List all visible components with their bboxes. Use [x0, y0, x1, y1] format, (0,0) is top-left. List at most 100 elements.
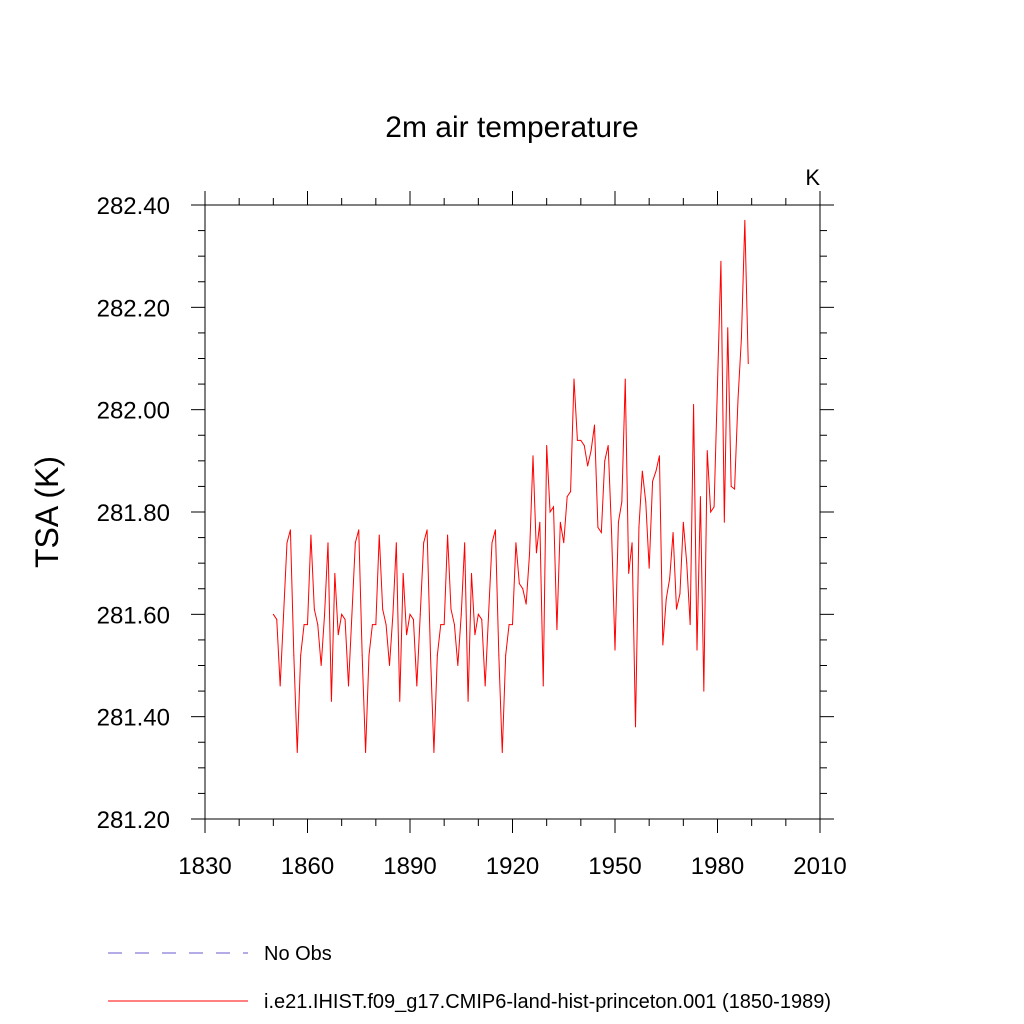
data-point — [549, 511, 551, 513]
data-point — [566, 496, 568, 498]
data-point — [693, 404, 695, 406]
data-point — [737, 398, 739, 400]
data-point — [334, 572, 336, 574]
series-line — [272, 220, 749, 753]
data-point — [385, 624, 387, 626]
plot-frame — [204, 204, 821, 820]
data-point — [542, 685, 544, 687]
data-point — [652, 480, 654, 482]
x-tick-label: 1890 — [383, 853, 436, 880]
data-point — [723, 521, 725, 523]
data-point — [573, 378, 575, 380]
data-point — [324, 613, 326, 615]
y-tick-label: 282.20 — [97, 295, 170, 322]
data-point — [440, 624, 442, 626]
y-tick-label: 282.00 — [97, 398, 170, 425]
data-point — [672, 531, 674, 533]
data-point — [457, 665, 459, 666]
data-point — [539, 521, 541, 523]
y-tick-label: 282.40 — [97, 193, 170, 220]
data-point — [563, 542, 565, 544]
data-point — [522, 588, 524, 590]
data-point — [341, 613, 343, 615]
data-point — [689, 624, 691, 626]
data-point — [460, 613, 462, 615]
data-point — [423, 542, 425, 544]
data-point — [351, 613, 353, 615]
data-point — [477, 613, 479, 615]
data-point — [293, 654, 295, 656]
y-tick-label: 281.80 — [97, 500, 170, 527]
data-point — [611, 531, 613, 533]
data-point — [272, 613, 274, 615]
data-point — [471, 572, 472, 574]
data-point — [740, 337, 742, 339]
data-point — [703, 690, 705, 692]
data-point — [392, 613, 394, 615]
axis-ticks — [191, 191, 834, 833]
data-point — [307, 624, 308, 626]
data-point — [730, 485, 732, 487]
data-point — [717, 383, 718, 385]
data-point — [556, 629, 558, 631]
data-point — [337, 634, 339, 636]
data-point — [419, 613, 421, 615]
data-point — [382, 608, 384, 610]
data-point — [559, 521, 561, 523]
data-point — [676, 608, 677, 610]
data-point — [279, 685, 281, 687]
data-point — [344, 618, 346, 620]
data-point — [289, 529, 291, 531]
data-point — [430, 654, 431, 656]
data-point — [447, 534, 449, 536]
data-point — [296, 751, 298, 753]
data-point — [597, 526, 599, 528]
data-point — [310, 534, 312, 536]
data-point — [327, 542, 329, 544]
data-point — [594, 424, 595, 426]
data-point — [409, 613, 411, 615]
data-point — [614, 649, 616, 651]
y-tick-label: 281.40 — [97, 705, 170, 732]
data-point — [607, 444, 609, 446]
data-point — [354, 542, 356, 544]
data-point — [505, 654, 507, 656]
axis-tick-labels: 1830 1860 1890 1920 1950 1980 2010 281.20 281.40… — [97, 193, 847, 880]
chart-title: 2m air temperature — [385, 111, 638, 144]
data-point — [375, 624, 377, 626]
data-point — [587, 465, 589, 467]
x-tick-label: 1950 — [588, 853, 641, 880]
data-point — [682, 521, 684, 523]
data-point — [348, 685, 349, 687]
x-tick-label: 1920 — [486, 853, 539, 880]
data-point — [365, 751, 367, 753]
data-point — [727, 327, 729, 329]
data-point — [491, 542, 493, 544]
x-tick-label: 1830 — [178, 853, 231, 880]
y-tick-label: 281.20 — [97, 807, 170, 834]
data-point — [498, 654, 500, 656]
data-point — [317, 624, 319, 626]
data-point — [378, 534, 380, 536]
x-tick-label: 2010 — [793, 853, 846, 880]
data-point — [389, 665, 390, 666]
data-point — [501, 751, 503, 753]
data-point — [631, 542, 633, 544]
data-point — [638, 526, 640, 528]
data-point — [436, 654, 438, 656]
data-point — [641, 470, 643, 472]
data-point — [744, 219, 746, 221]
data-point — [276, 618, 278, 620]
data-point — [713, 506, 715, 508]
data-point — [453, 624, 455, 626]
data-point — [488, 613, 490, 615]
data-point — [665, 598, 667, 600]
data-point — [576, 439, 578, 441]
data-point — [395, 542, 397, 544]
data-point — [286, 542, 288, 544]
data-point — [734, 488, 736, 490]
data-point — [706, 450, 708, 452]
data-point — [474, 634, 476, 636]
data-point — [361, 654, 363, 656]
data-point — [399, 700, 401, 702]
